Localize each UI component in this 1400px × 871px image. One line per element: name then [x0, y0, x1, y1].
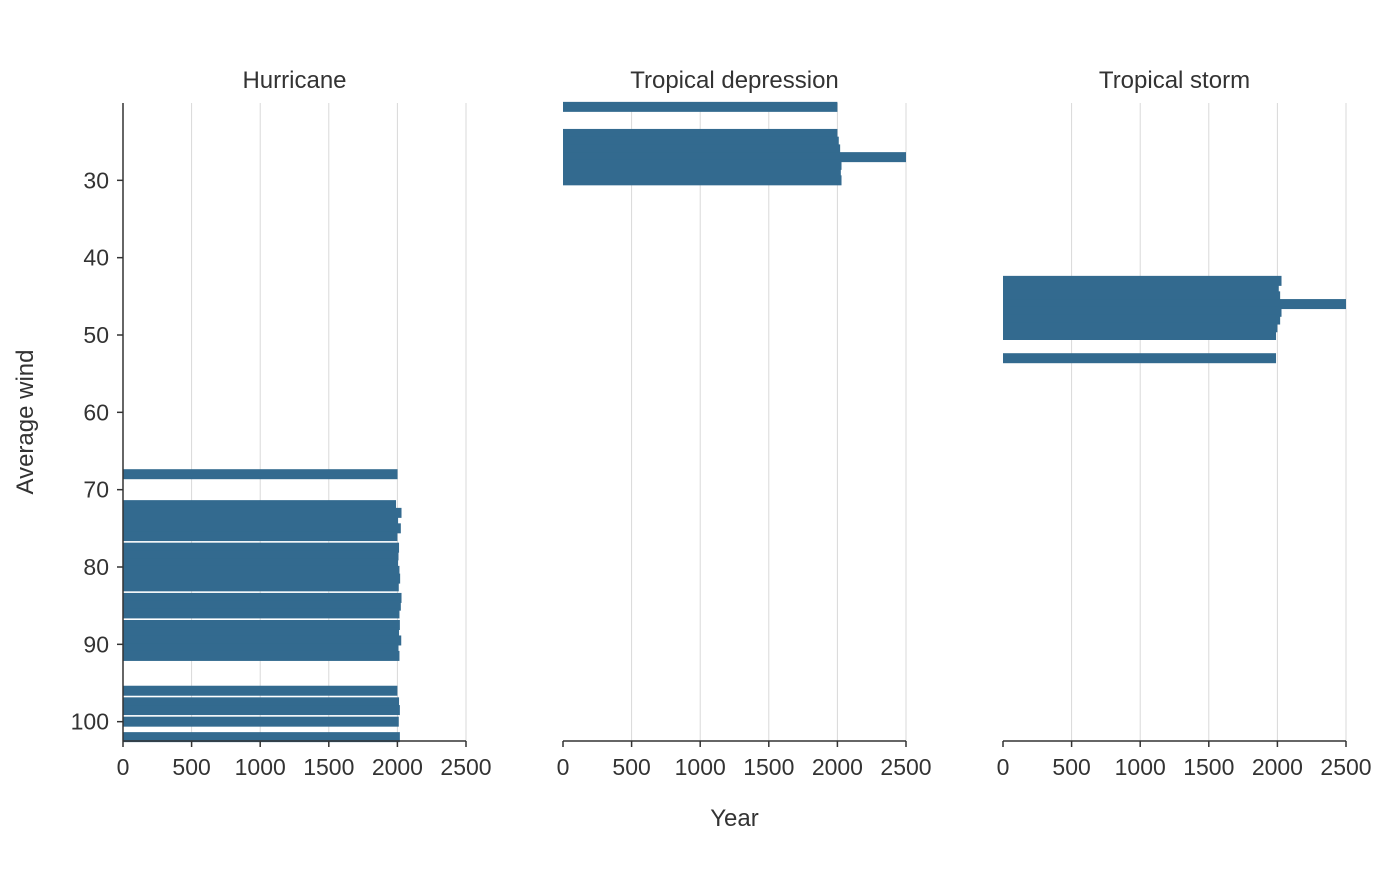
- x-tick-label: 1500: [303, 754, 354, 780]
- bar: [123, 469, 398, 480]
- y-tick-label: 80: [83, 554, 109, 580]
- x-tick-label: 500: [1052, 754, 1090, 780]
- bar: [123, 581, 399, 592]
- bar: [563, 152, 906, 163]
- bar: [563, 128, 838, 139]
- bar: [123, 558, 399, 569]
- bar: [1003, 306, 1282, 317]
- y-tick-label: 50: [83, 322, 109, 348]
- bar: [123, 550, 399, 561]
- bar: [563, 175, 842, 186]
- x-tick-label: 0: [117, 754, 130, 780]
- bar: [123, 732, 400, 743]
- bar: [123, 643, 399, 654]
- bar: [563, 159, 842, 170]
- bar: [123, 620, 400, 630]
- bar: [123, 515, 399, 526]
- y-tick-label: 60: [83, 399, 109, 425]
- x-axis-title: Year: [710, 805, 759, 832]
- x-tick-label: 500: [172, 754, 210, 780]
- bar: [1003, 330, 1277, 340]
- bar: [123, 542, 400, 553]
- x-tick-label: 2000: [1252, 754, 1303, 780]
- bar: [123, 600, 401, 611]
- bar: [123, 523, 401, 534]
- x-tick-label: 2000: [812, 754, 863, 780]
- bar: [563, 136, 839, 147]
- x-tick-label: 2500: [440, 754, 491, 780]
- bar: [123, 592, 402, 603]
- x-tick-label: 1000: [235, 754, 286, 780]
- facet-title: Tropical storm: [1099, 67, 1250, 94]
- bar: [123, 705, 400, 716]
- bar: [563, 101, 838, 112]
- facet-title: Tropical depression: [630, 67, 839, 94]
- x-tick-label: 2500: [1320, 754, 1371, 780]
- bar: [563, 144, 841, 155]
- bar: [563, 167, 841, 178]
- y-tick-label: 100: [71, 709, 109, 735]
- bar: [1003, 322, 1278, 333]
- x-tick-label: 1000: [1115, 754, 1166, 780]
- bar: [123, 608, 400, 619]
- y-tick-label: 30: [83, 167, 109, 193]
- bar: [1003, 291, 1281, 302]
- bar: [1003, 314, 1281, 325]
- x-tick-label: 1500: [1183, 754, 1234, 780]
- x-tick-label: 500: [612, 754, 650, 780]
- x-tick-label: 0: [557, 754, 570, 780]
- y-tick-label: 90: [83, 631, 109, 657]
- bar: [123, 635, 402, 646]
- bar: [123, 573, 401, 584]
- bar: [1003, 283, 1279, 294]
- bar: [1003, 353, 1277, 364]
- y-tick-label: 70: [83, 477, 109, 503]
- x-tick-label: 0: [997, 754, 1010, 780]
- y-axis-title: Average wind: [12, 350, 39, 495]
- x-tick-label: 2500: [880, 754, 931, 780]
- bar: [1003, 275, 1282, 286]
- bar: [123, 627, 400, 638]
- bar: [123, 716, 399, 727]
- x-tick-label: 1000: [675, 754, 726, 780]
- x-tick-label: 2000: [372, 754, 423, 780]
- bar: [123, 500, 397, 511]
- bar: [1003, 299, 1346, 310]
- bar: [123, 531, 398, 542]
- bar: [123, 507, 402, 518]
- bar: [123, 650, 400, 661]
- bar: [123, 697, 400, 708]
- y-tick-label: 40: [83, 245, 109, 271]
- x-tick-label: 1500: [743, 754, 794, 780]
- bar: [123, 565, 400, 576]
- facet-title: Hurricane: [242, 67, 346, 94]
- bar: [123, 685, 398, 696]
